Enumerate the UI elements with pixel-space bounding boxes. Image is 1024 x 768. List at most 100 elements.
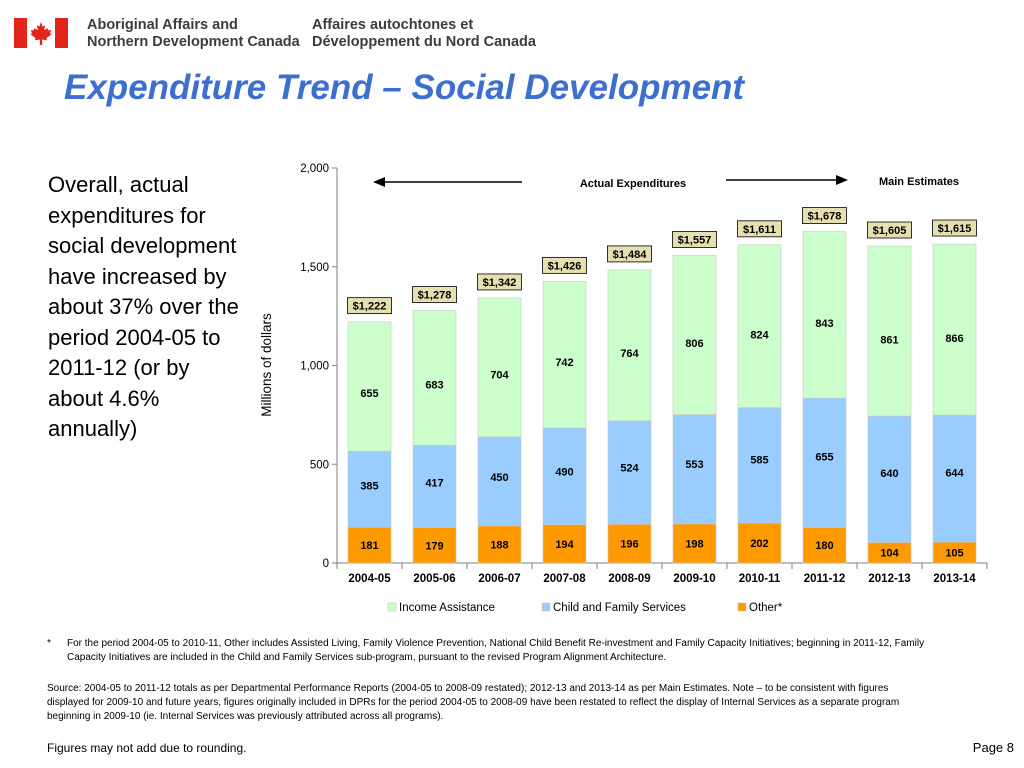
total-label: $1,222 <box>353 301 387 313</box>
bar-segment <box>542 281 587 429</box>
legend-swatch <box>541 602 551 612</box>
total-label-box <box>477 273 522 291</box>
bar-segment <box>867 415 912 543</box>
legend-swatch <box>737 602 747 612</box>
data-label: 553 <box>685 459 703 471</box>
legend-label: Child and Family Services <box>553 602 686 614</box>
bar-segment <box>802 397 847 528</box>
summary-text: Overall, actual expenditures for social … <box>48 172 239 441</box>
main-arrowhead <box>836 175 848 185</box>
data-label: 644 <box>945 467 964 479</box>
data-label: 194 <box>555 539 574 551</box>
annotation-main: Main Estimates <box>879 176 959 188</box>
data-label: 198 <box>685 538 703 550</box>
x-tick-label: 2011-12 <box>804 573 846 585</box>
data-label: 450 <box>490 472 508 484</box>
data-label: 105 <box>945 548 963 560</box>
data-label: 179 <box>425 540 443 552</box>
data-label: 585 <box>750 455 768 467</box>
bar-segment <box>672 523 717 564</box>
data-label: 683 <box>425 380 443 392</box>
total-label: $1,605 <box>873 225 907 237</box>
header: Aboriginal Affairs and Northern Developm… <box>14 16 614 52</box>
x-tick-label: 2006-07 <box>478 573 520 585</box>
annotation-actual: Actual Expenditures <box>580 178 686 190</box>
total-label: $1,484 <box>613 249 648 261</box>
total-label: $1,557 <box>678 234 712 246</box>
total-label: $1,611 <box>743 224 776 236</box>
data-label: 655 <box>360 388 378 400</box>
org-fr-line2: Développement du Nord Canada <box>312 34 536 50</box>
total-label-box <box>347 297 392 315</box>
bar-segment <box>347 321 392 452</box>
x-tick-label: 2004-05 <box>348 573 391 585</box>
total-label-box <box>932 219 977 237</box>
page-title: Expenditure Trend – Social Development <box>64 68 745 107</box>
x-tick-label: 2007-08 <box>543 573 586 585</box>
total-label: $1,678 <box>808 211 842 223</box>
bar-segment <box>737 407 782 524</box>
total-label: $1,342 <box>483 277 517 289</box>
y-tick-label: 1,000 <box>300 361 329 373</box>
bar-segment <box>477 436 522 527</box>
bar-segment <box>412 310 457 446</box>
y-tick-label: 500 <box>310 459 329 471</box>
x-tick-label: 2012-13 <box>868 573 910 585</box>
y-tick-label: 2,000 <box>300 163 329 175</box>
bar-segment <box>607 523 652 564</box>
data-label: 843 <box>815 318 833 330</box>
x-tick-label: 2009-10 <box>673 573 715 585</box>
data-label: 861 <box>880 335 898 347</box>
total-label-box <box>412 286 457 303</box>
bar-segment <box>867 245 912 417</box>
legend-label: Other* <box>749 602 783 614</box>
y-tick-label: 1,500 <box>300 262 329 274</box>
x-tick-label: 2013-14 <box>933 573 976 585</box>
x-tick-label: 2005-06 <box>413 573 455 585</box>
bar-segment <box>672 255 717 415</box>
total-label: $1,426 <box>548 260 582 272</box>
data-label: 196 <box>620 539 638 551</box>
total-label-box <box>802 207 847 224</box>
y-axis-title: Millions of dollars <box>259 313 274 417</box>
rounding-note: Figures may not add due to rounding. <box>47 741 247 755</box>
bar-segment <box>477 297 522 438</box>
org-en-line1: Aboriginal Affairs and <box>87 17 238 33</box>
data-label: 202 <box>750 538 768 550</box>
bar-segment <box>607 269 652 422</box>
data-label: 524 <box>620 462 639 474</box>
footnote-star: * <box>47 638 51 649</box>
footnote-text: For the period 2004-05 to 2010-11, Other… <box>67 638 925 663</box>
data-label: 417 <box>425 477 443 489</box>
total-label-box <box>672 231 717 248</box>
total-label-box <box>607 245 652 263</box>
org-en-line2: Northern Development Canada <box>87 34 300 50</box>
data-label: 181 <box>360 540 378 552</box>
bar-segment <box>477 525 522 564</box>
total-label-box <box>542 256 587 274</box>
data-label: 490 <box>555 466 573 478</box>
canada-flag-icon <box>14 18 68 48</box>
data-label: 742 <box>555 357 573 369</box>
legend-swatch <box>387 602 397 612</box>
data-label: 385 <box>360 480 378 492</box>
expenditure-chart: 0 500 1,000 1,500 2,000 Millions of dollars 18… <box>259 163 988 614</box>
data-label: 188 <box>490 539 508 551</box>
data-label: 655 <box>815 451 833 463</box>
bar-segment <box>542 524 587 564</box>
actual-arrowhead <box>373 177 385 187</box>
data-label: 866 <box>945 333 963 345</box>
data-label: 806 <box>685 338 703 350</box>
legend-label: Income Assistance <box>399 602 495 614</box>
data-label: 104 <box>880 548 899 560</box>
org-name-english: Aboriginal Affairs and Northern Developm… <box>87 17 300 51</box>
bar-segment <box>412 444 457 528</box>
page-number: Page 8 <box>972 740 1014 755</box>
bar-segment <box>802 231 847 399</box>
data-label: 704 <box>490 369 509 381</box>
org-fr-line1: Affaires autochtones et <box>312 17 474 33</box>
total-label-box <box>867 221 912 239</box>
total-label: $1,615 <box>938 223 972 235</box>
total-label-box <box>737 220 782 238</box>
bar-segment <box>737 244 782 408</box>
